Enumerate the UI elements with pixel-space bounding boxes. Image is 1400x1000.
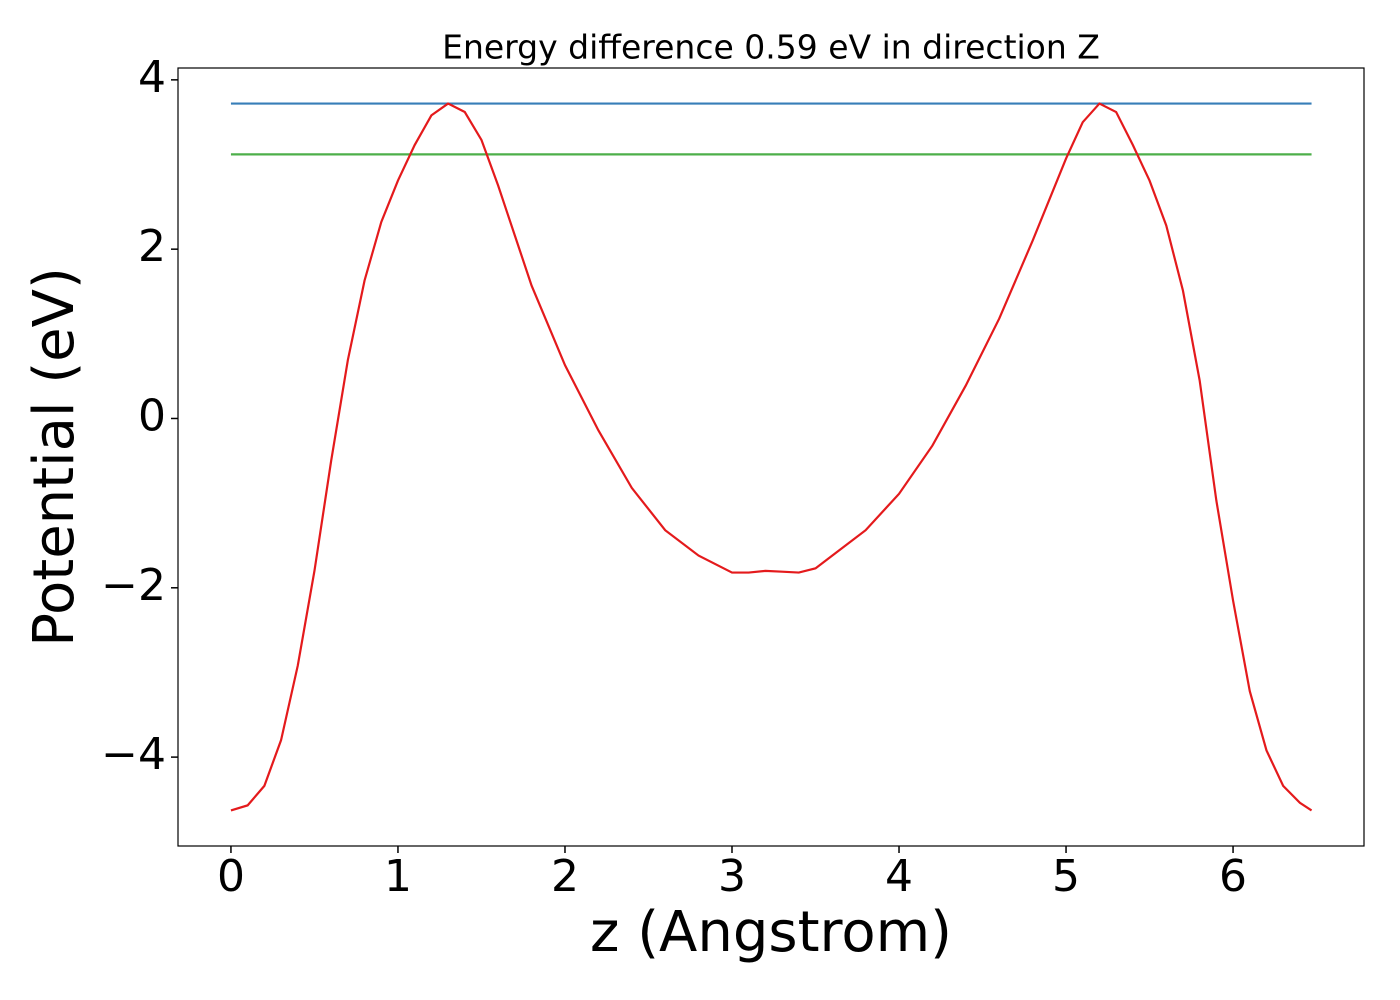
x-tick-label: 3 (718, 851, 746, 902)
y-tick-label: −4 (101, 729, 166, 780)
x-tick-label: 4 (885, 851, 913, 902)
x-axis-label: z (Angstrom) (590, 900, 952, 965)
plot-frame (177, 67, 1365, 847)
x-tick-label: 6 (1219, 851, 1247, 902)
y-axis-label: Potential (eV) (22, 267, 87, 647)
y-tick-label: 4 (138, 52, 166, 103)
x-tick-label: 1 (384, 851, 412, 902)
x-tick-label: 2 (551, 851, 579, 902)
y-tick-label: 0 (138, 390, 166, 441)
chart-title: Energy difference 0.59 eV in direction Z (442, 28, 1100, 67)
y-tick-label: 2 (138, 221, 166, 272)
y-tick-label: −2 (101, 560, 166, 611)
series-line (230, 102, 1313, 812)
x-tick-label: 5 (1052, 851, 1080, 902)
x-tick-label: 0 (217, 851, 245, 902)
